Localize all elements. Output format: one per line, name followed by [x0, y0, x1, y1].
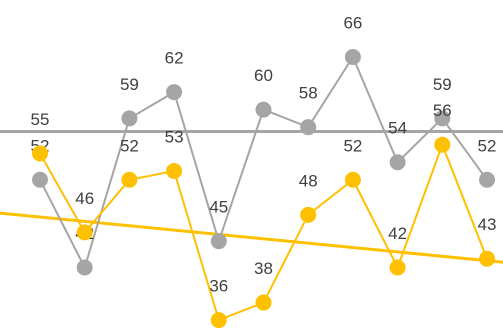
data-label: 59 [120, 75, 139, 94]
data-label: 60 [254, 66, 273, 85]
data-label: 43 [478, 215, 497, 234]
marker [166, 163, 183, 180]
data-label: 56 [433, 101, 452, 120]
marker [389, 154, 406, 171]
marker [300, 206, 317, 223]
marker [32, 171, 48, 188]
marker [344, 171, 361, 188]
data-label: 52 [120, 136, 139, 155]
data-label: 48 [299, 171, 318, 190]
marker [255, 294, 272, 311]
data-label: 66 [343, 13, 362, 32]
data-label: 62 [165, 49, 184, 68]
data-label: 38 [254, 259, 273, 278]
marker [210, 312, 227, 329]
data-label: 45 [209, 198, 228, 217]
data-label: 53 [165, 127, 184, 146]
marker [300, 119, 317, 136]
marker [76, 224, 93, 241]
series-line [39, 141, 488, 322]
marker [479, 250, 495, 267]
marker [344, 49, 361, 66]
trend-line [0, 211, 503, 264]
marker [76, 259, 93, 276]
marker [32, 145, 48, 162]
data-label: 59 [433, 75, 452, 94]
marker [479, 171, 495, 188]
data-label: 36 [209, 277, 228, 296]
data-label: 58 [299, 84, 318, 103]
data-label: 42 [388, 224, 407, 243]
data-label: 55 [31, 110, 50, 129]
marker [166, 84, 183, 101]
marker [210, 233, 227, 250]
marker [434, 136, 451, 153]
data-label: 52 [343, 136, 362, 155]
data-label: 46 [75, 189, 94, 208]
data-label: 54 [388, 119, 407, 138]
data-label: 52 [478, 136, 497, 155]
marker [434, 110, 451, 127]
marker [389, 259, 406, 276]
marker [121, 171, 138, 188]
marker [121, 110, 138, 127]
marker [255, 101, 272, 118]
series-line [39, 54, 488, 271]
